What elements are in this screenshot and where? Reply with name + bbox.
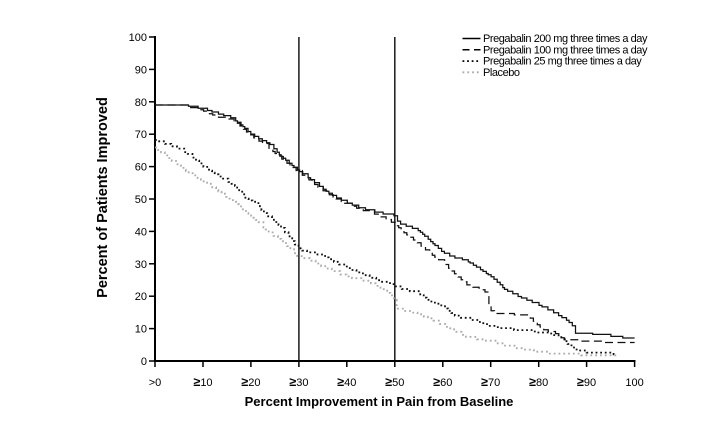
svg-text:Percent Improvement in Pain fr: Percent Improvement in Pain from Baselin… [245,394,514,409]
svg-text:60: 60 [135,162,147,174]
svg-text:100: 100 [129,32,147,44]
svg-text:≥10: ≥10 [193,375,212,389]
svg-text:40: 40 [135,226,147,238]
svg-text:≥90: ≥90 [577,375,596,389]
svg-text:≥50: ≥50 [385,375,404,389]
svg-text:20: 20 [135,291,147,303]
svg-text:50: 50 [135,194,147,206]
svg-text:Placebo: Placebo [483,67,520,79]
svg-text:Percent of Patients Improved: Percent of Patients Improved [95,97,111,298]
svg-text:10: 10 [135,324,147,336]
svg-text:>0: >0 [149,377,162,389]
svg-text:0: 0 [141,356,147,368]
svg-text:≥60: ≥60 [433,375,452,389]
svg-text:70: 70 [135,129,147,141]
svg-text:Pregabalin 25 mg three times a: Pregabalin 25 mg three times a day [483,56,642,68]
svg-text:≥40: ≥40 [337,375,356,389]
svg-text:Pregabalin 100 mg three times: Pregabalin 100 mg three times a day [483,44,648,56]
svg-text:80: 80 [135,97,147,109]
svg-text:100: 100 [625,377,643,389]
svg-text:≥80: ≥80 [529,375,548,389]
svg-text:90: 90 [135,64,147,76]
svg-text:≥20: ≥20 [241,375,260,389]
svg-text:Pregabalin 200 mg three times: Pregabalin 200 mg three times a day [483,33,648,45]
svg-text:≥30: ≥30 [289,375,308,389]
svg-text:30: 30 [135,259,147,271]
svg-text:≥70: ≥70 [481,375,500,389]
